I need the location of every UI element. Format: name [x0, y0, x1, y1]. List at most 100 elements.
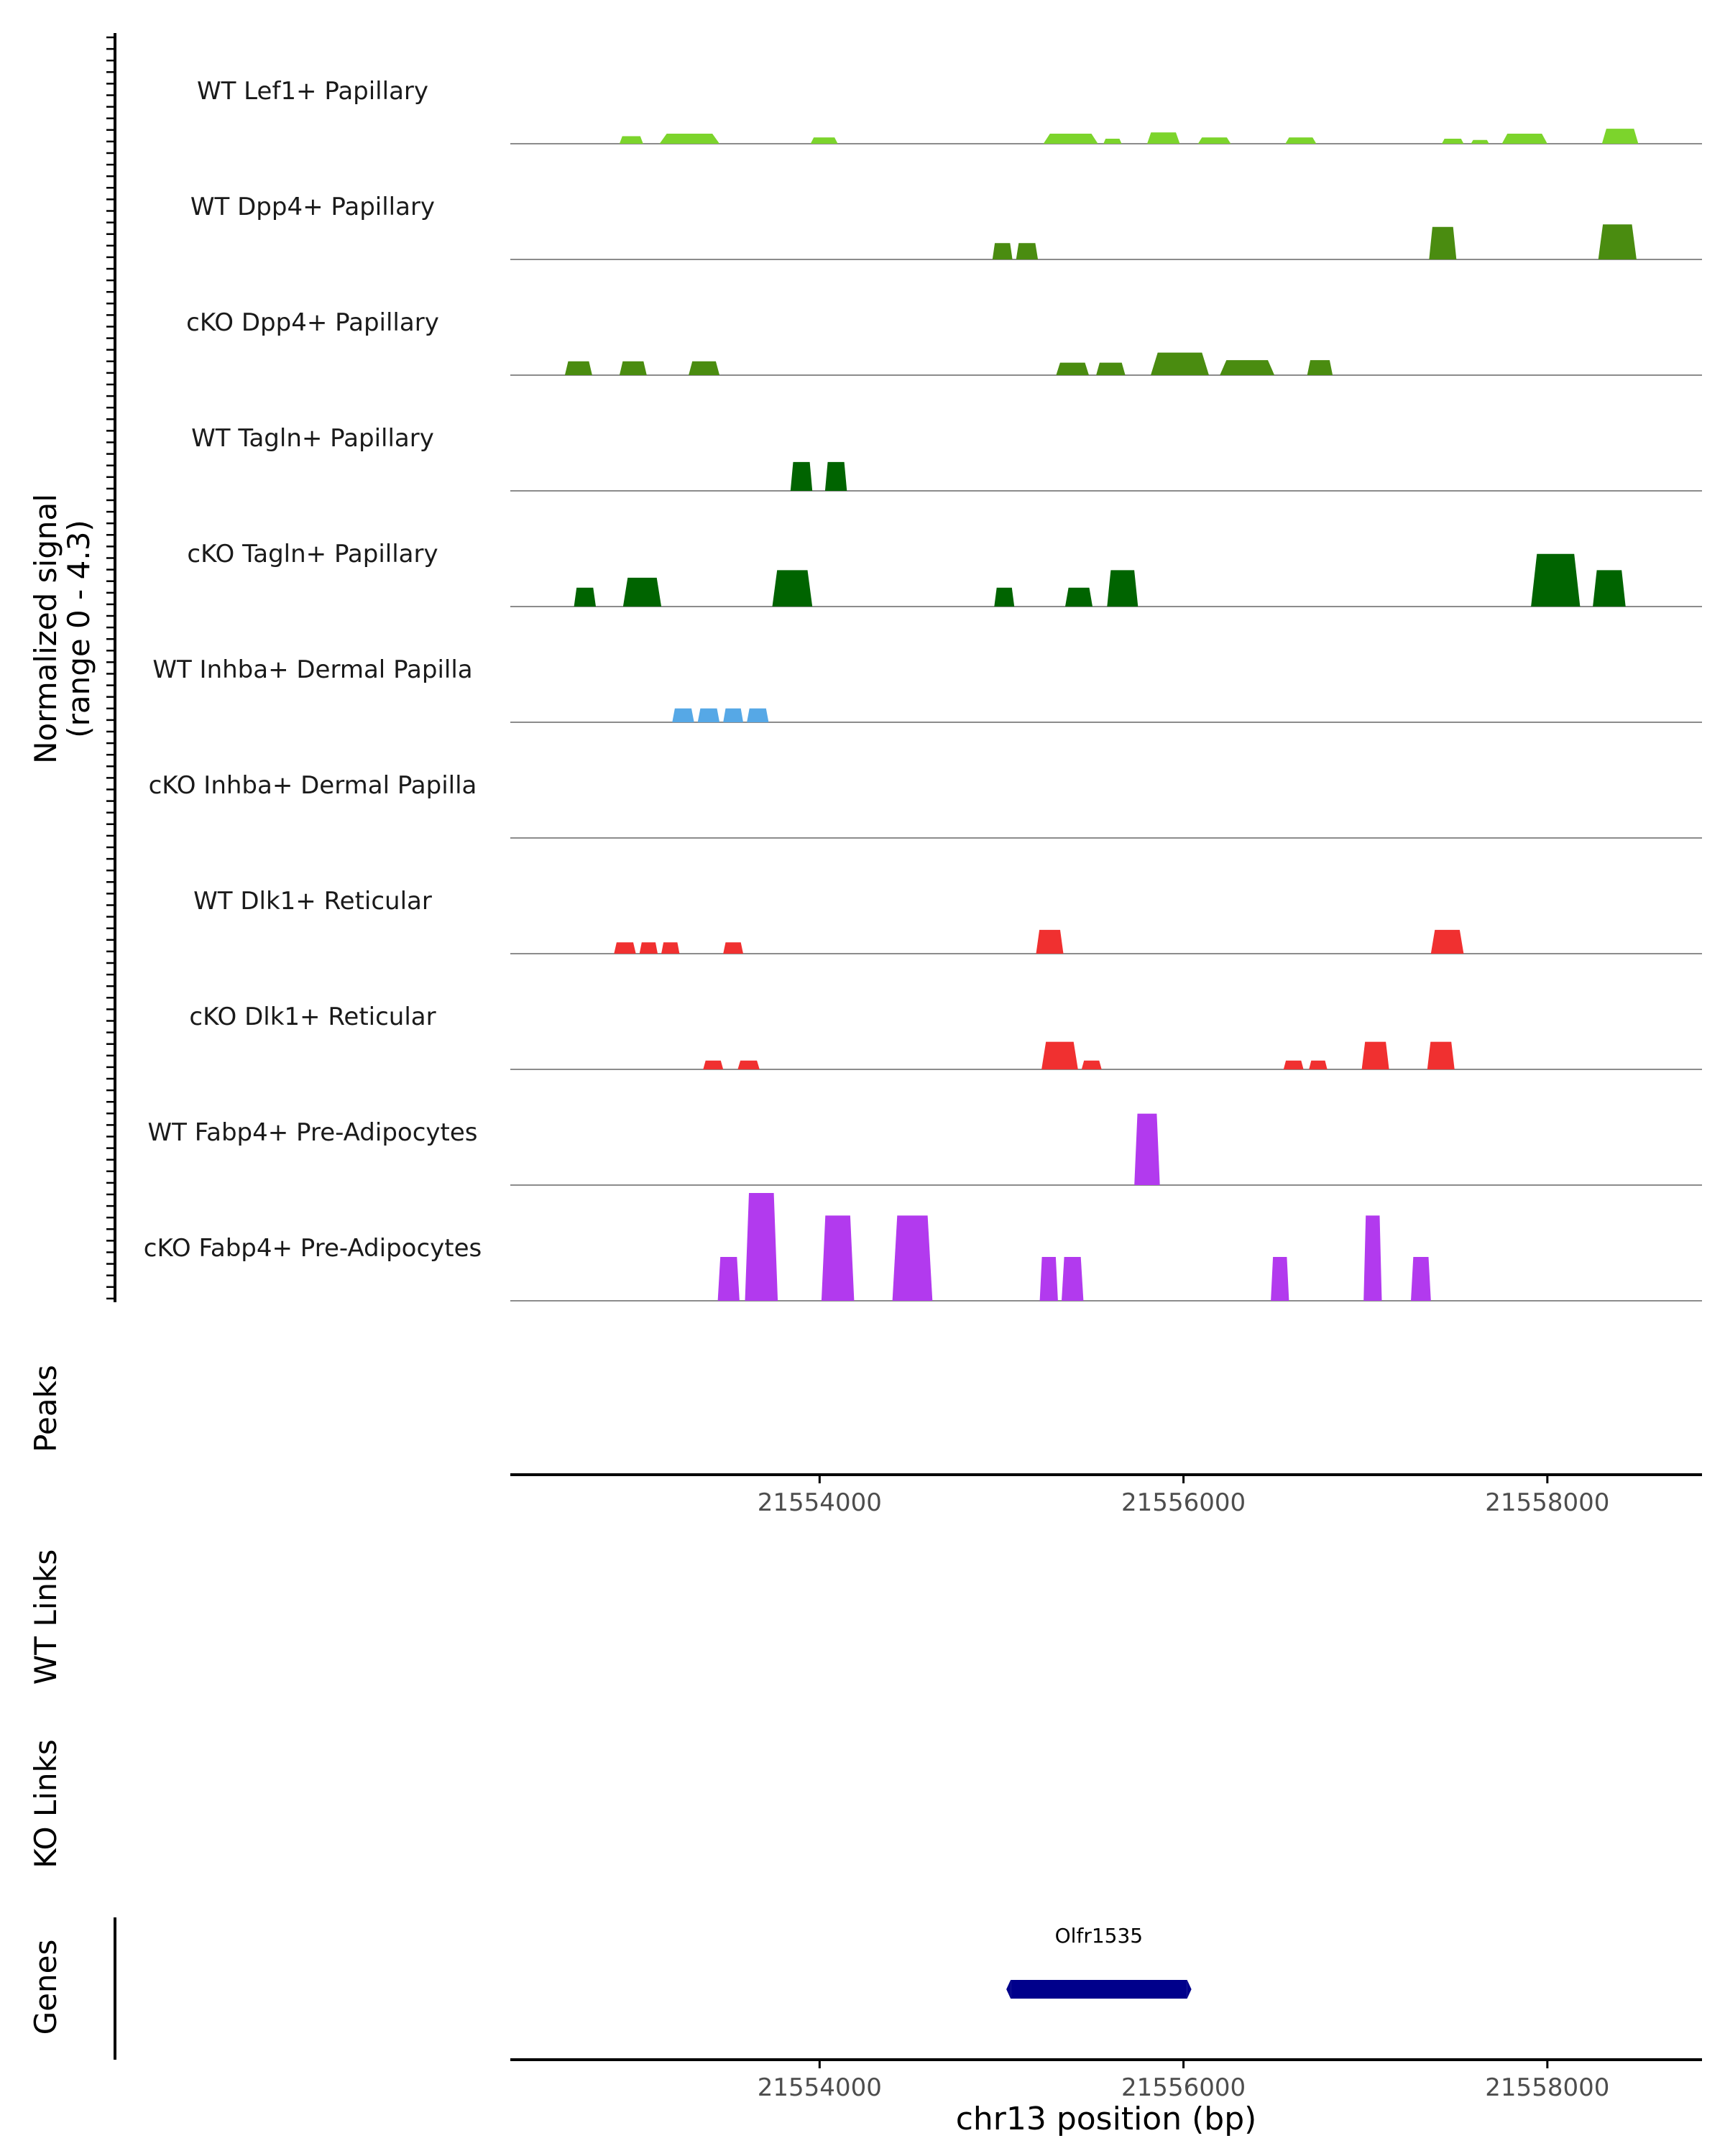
x-axis-title: chr13 position (bp)	[956, 2101, 1257, 2137]
peaks-x-axis-tick-label: 21556000	[1121, 1488, 1246, 1517]
signal-peak	[1531, 553, 1581, 607]
signal-peak	[994, 587, 1015, 607]
signal-peak	[614, 942, 636, 954]
signal-peak	[717, 1257, 740, 1301]
y-axis-ticks	[106, 36, 115, 1300]
signal-peak	[747, 708, 769, 722]
signal-peak	[1598, 224, 1637, 259]
y-axis-range-label: (range 0 - 4.3)	[61, 520, 96, 738]
track-label: WT Dpp4+ Papillary	[190, 193, 435, 221]
track-label: WT Fabp4+ Pre-Adipocytes	[148, 1118, 478, 1147]
signal-peak	[772, 570, 813, 607]
signal-peak	[574, 587, 596, 607]
signal-peak	[1043, 134, 1098, 144]
signal-peak	[810, 137, 838, 144]
coverage-track: cKO Dpp4+ Papillary	[186, 308, 1702, 376]
track-label: WT Tagln+ Papillary	[191, 424, 434, 453]
genes-x-axis-tick-label: 21556000	[1121, 2073, 1246, 2102]
genes-x-axis-ticks: 21554000 21556000 21558000	[758, 2060, 1609, 2102]
genes-x-axis-tick-label: 21558000	[1485, 2073, 1609, 2102]
signal-peak	[1361, 1041, 1389, 1069]
wt-links-panel-label: WT Links	[28, 1549, 63, 1685]
track-label: cKO Fabp4+ Pre-Adipocytes	[144, 1234, 482, 1263]
signal-peak	[1429, 226, 1457, 259]
signal-peak	[745, 1193, 778, 1301]
y-axis-title: Normalized signal	[28, 494, 63, 764]
track-label: cKO Inhba+ Dermal Papilla	[149, 771, 477, 800]
signal-peak	[1471, 139, 1489, 144]
signal-peak	[1593, 570, 1626, 607]
coverage-track: cKO Tagln+ Papillary	[187, 540, 1702, 607]
signal-peak	[1220, 360, 1275, 375]
signal-peak	[1601, 129, 1639, 144]
signal-peak	[723, 708, 743, 722]
signal-peak	[790, 461, 813, 491]
genes-panel-label: Genes	[28, 1940, 63, 2035]
coverage-track: WT Dpp4+ Papillary	[190, 193, 1702, 260]
signal-peak	[1016, 243, 1039, 259]
signal-peak	[1307, 360, 1333, 375]
gene-start-marker	[1006, 1980, 1011, 1999]
signal-peak	[1411, 1257, 1431, 1301]
signal-peak	[1427, 1041, 1455, 1069]
track-label: WT Dlk1+ Reticular	[193, 887, 432, 916]
signal-peak	[1197, 137, 1231, 144]
peaks-x-axis-tick-label: 21558000	[1485, 1488, 1609, 1517]
signal-peak	[992, 243, 1013, 259]
coverage-track: WT Lef1+ Papillary	[197, 77, 1702, 144]
track-label: cKO Tagln+ Papillary	[187, 540, 438, 568]
signal-peak	[697, 708, 720, 722]
signal-peak	[1442, 139, 1464, 144]
ko-links-panel-label: KO Links	[28, 1739, 63, 1869]
signal-peak	[703, 1060, 724, 1069]
signal-peak	[689, 361, 720, 375]
signal-peak	[1041, 1041, 1078, 1069]
signal-peak	[1134, 1113, 1160, 1185]
signal-peak	[723, 942, 743, 954]
signal-peak	[1147, 132, 1180, 144]
signal-peak	[1056, 362, 1089, 375]
gene-annotations: Olfr1535	[1006, 1924, 1192, 1999]
signal-peak	[892, 1215, 933, 1301]
peaks-x-axis-ticks: 21554000 21556000 21558000	[758, 1475, 1609, 1517]
signal-peak	[1283, 1060, 1304, 1069]
peaks-x-axis-tick-label: 21554000	[758, 1488, 882, 1517]
coverage-track: cKO Dlk1+ Reticular	[189, 1003, 1702, 1070]
coverage-track: WT Inhba+ Dermal Papilla	[152, 655, 1702, 723]
signal-peak	[1363, 1215, 1382, 1301]
signal-peak	[1271, 1257, 1289, 1301]
peaks-panel-label: Peaks	[28, 1365, 63, 1452]
signal-peak	[619, 136, 643, 144]
signal-peak	[1039, 1257, 1058, 1301]
signal-peak	[564, 361, 592, 375]
signal-peak	[661, 942, 680, 954]
signal-peak	[1107, 570, 1138, 607]
signal-peak	[1501, 134, 1547, 144]
coverage-track: cKO Inhba+ Dermal Papilla	[149, 771, 1702, 839]
signal-peak	[1065, 587, 1092, 607]
coverage-track: cKO Fabp4+ Pre-Adipocytes	[144, 1193, 1702, 1302]
signal-peak	[619, 361, 647, 375]
signal-peak	[622, 577, 662, 607]
gene-label: Olfr1535	[1055, 1924, 1143, 1948]
signal-peak	[1062, 1257, 1084, 1301]
signal-peak	[1081, 1060, 1102, 1069]
track-label: WT Lef1+ Papillary	[197, 77, 428, 106]
track-label: cKO Dlk1+ Reticular	[189, 1003, 436, 1031]
gene-end-marker	[1187, 1980, 1192, 1999]
coverage-track: WT Tagln+ Papillary	[191, 424, 1702, 492]
signal-peak	[639, 942, 658, 954]
signal-peak	[1285, 137, 1317, 144]
signal-peak	[1036, 929, 1064, 954]
signal-peak	[824, 461, 847, 491]
coverage-track: WT Dlk1+ Reticular	[193, 887, 1702, 954]
signal-peak	[1430, 929, 1464, 954]
track-label: WT Inhba+ Dermal Papilla	[152, 655, 472, 684]
genes-x-axis-tick-label: 21554000	[758, 2073, 882, 2102]
signal-peak	[821, 1215, 855, 1301]
signal-peak	[737, 1060, 760, 1069]
coverage-tracks: WT Lef1+ Papillary WT Dpp4+ Papillary cKO …	[144, 77, 1702, 1302]
signal-peak	[1309, 1060, 1328, 1069]
signal-peak	[1103, 139, 1122, 144]
